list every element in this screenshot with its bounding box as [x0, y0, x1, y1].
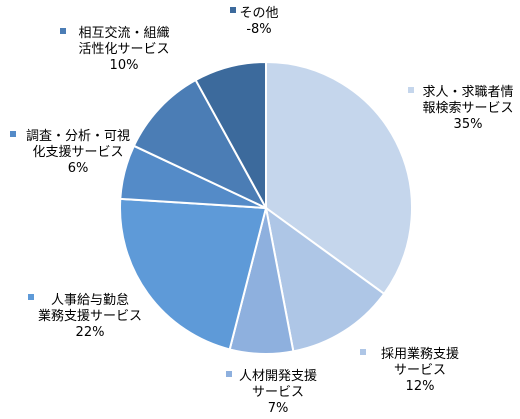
slice-name-label-1: 採用業務支援 — [381, 346, 459, 362]
legend-marker-3 — [28, 294, 34, 300]
slice-value-label-2: 7% — [268, 401, 289, 416]
slice-name-label-5: 相互交流・組織 — [78, 25, 169, 41]
legend-marker-6 — [230, 7, 236, 13]
slice-name-label-0: 求人・求職者情 — [422, 85, 513, 100]
slice-label-6: その他-8% — [230, 6, 279, 37]
slice-name-label-6: その他 — [239, 6, 278, 21]
pie-slice-0 — [265, 60, 413, 296]
slice-value-label-6: -8% — [246, 22, 271, 37]
pie-slice-1 — [264, 205, 386, 353]
legend-marker-5 — [60, 28, 66, 34]
pie-slice-6 — [194, 60, 267, 209]
slice-value-label-0: 35% — [454, 117, 483, 132]
slice-name-label-3: 人事給与勤怠 — [51, 292, 129, 308]
slice-name-label-5: 活性化サービス — [78, 42, 169, 57]
pie-slices — [119, 60, 413, 355]
slice-name-label-2: 人材開発支援 — [239, 369, 317, 384]
slice-name-label-1: サービス — [394, 363, 446, 378]
slice-value-label-1: 12% — [406, 379, 435, 394]
legend-marker-1 — [360, 349, 366, 355]
slice-name-label-2: サービス — [252, 385, 304, 400]
slice-name-label-0: 報検索サービス — [422, 101, 513, 116]
legend-marker-4 — [10, 131, 16, 137]
slice-value-label-5: 10% — [110, 58, 139, 73]
pie-labels: 求人・求職者情報検索サービス35%採用業務支援サービス12%人材開発支援サービス… — [10, 6, 514, 416]
slice-value-label-4: 6% — [68, 161, 89, 176]
pie-slice-5 — [132, 78, 269, 211]
slice-name-label-3: 業務支援サービス — [38, 308, 142, 324]
slice-name-label-4: 化支援サービス — [32, 145, 123, 160]
legend-marker-0 — [408, 87, 414, 93]
legend-marker-2 — [226, 371, 232, 377]
slice-value-label-3: 22% — [76, 325, 105, 340]
slice-name-label-4: 調査・分析・可視 — [26, 129, 130, 144]
pie-slice-3 — [119, 197, 268, 351]
